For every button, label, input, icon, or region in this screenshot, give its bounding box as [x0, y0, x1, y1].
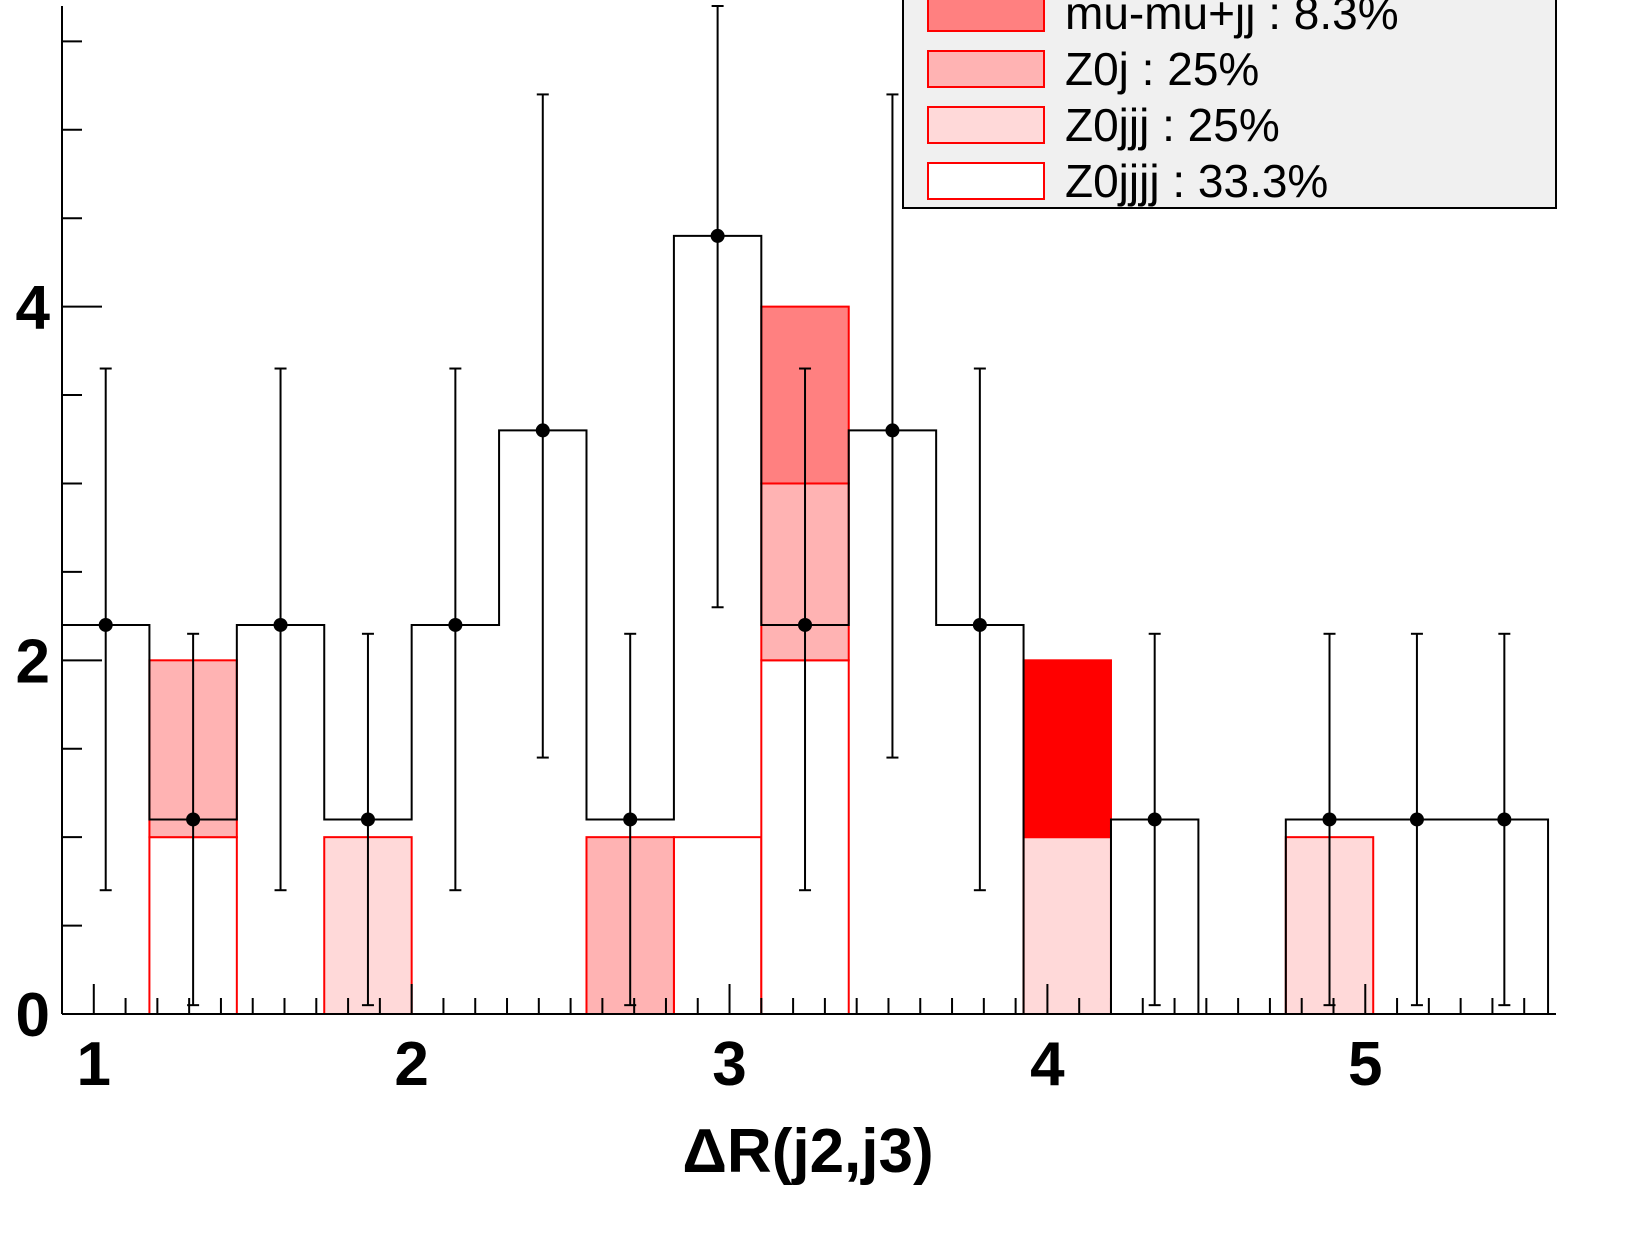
x-tick-label-1: 1: [77, 1030, 111, 1099]
data-point-12: [1322, 812, 1337, 827]
data-point-10: [972, 617, 987, 632]
legend-swatch-mu-mu-jj-8-3: [927, 0, 1045, 32]
data-point-6: [623, 812, 638, 827]
legend-swatch-z0j-25: [927, 50, 1045, 88]
x-tick-label-5: 5: [1348, 1030, 1382, 1099]
data-point-4: [448, 617, 463, 632]
legend-swatch-z0jjjj-33-3: [927, 162, 1045, 200]
x-tick-label-2: 2: [394, 1030, 428, 1099]
data-point-5: [535, 423, 550, 438]
data-point-14: [1497, 812, 1512, 827]
legend-label-z0j-25: Z0j : 25%: [1065, 43, 1259, 95]
bar-red-bin-11: [1022, 659, 1112, 839]
bar-z0jjjj-33-3-bin-7: [672, 836, 763, 1015]
y-tick-label-0: 0: [16, 981, 50, 1050]
bar-z0jjj-25-bin-11: [1022, 836, 1112, 1015]
data-point-3: [360, 812, 375, 827]
data-point-0: [98, 617, 113, 632]
axes: 0 2 4 1 2 3 4 5: [16, 6, 1556, 1099]
x-axis-label: ΔR(j2,j3): [682, 1117, 933, 1186]
data-points: [98, 5, 1512, 1007]
data-point-9: [885, 423, 900, 438]
legend-swatch-z0jjj-25: [927, 106, 1045, 144]
data-point-11: [1147, 812, 1162, 827]
data-point-13: [1409, 812, 1424, 827]
legend-label-z0jjj-25: Z0jjj : 25%: [1065, 99, 1280, 151]
legend-label-z0jjjj-33-3: Z0jjjj : 33.3%: [1065, 155, 1328, 207]
y-tick-label-2: 2: [16, 627, 50, 696]
x-tick-label-3: 3: [712, 1030, 746, 1099]
data-point-7: [710, 228, 725, 243]
legend-label-mu-mu-jj-8-3: mu-mu+jj : 8.3%: [1065, 0, 1399, 39]
data-point-2: [273, 617, 288, 632]
x-tick-label-4: 4: [1030, 1030, 1065, 1099]
data-point-1: [186, 812, 201, 827]
data-point-8: [798, 617, 813, 632]
y-tick-label-4: 4: [16, 274, 51, 343]
legend: mu-mu+jj : 8.3% Z0j : 25%Z0jjj : 25%Z0jjj…: [902, 0, 1557, 209]
